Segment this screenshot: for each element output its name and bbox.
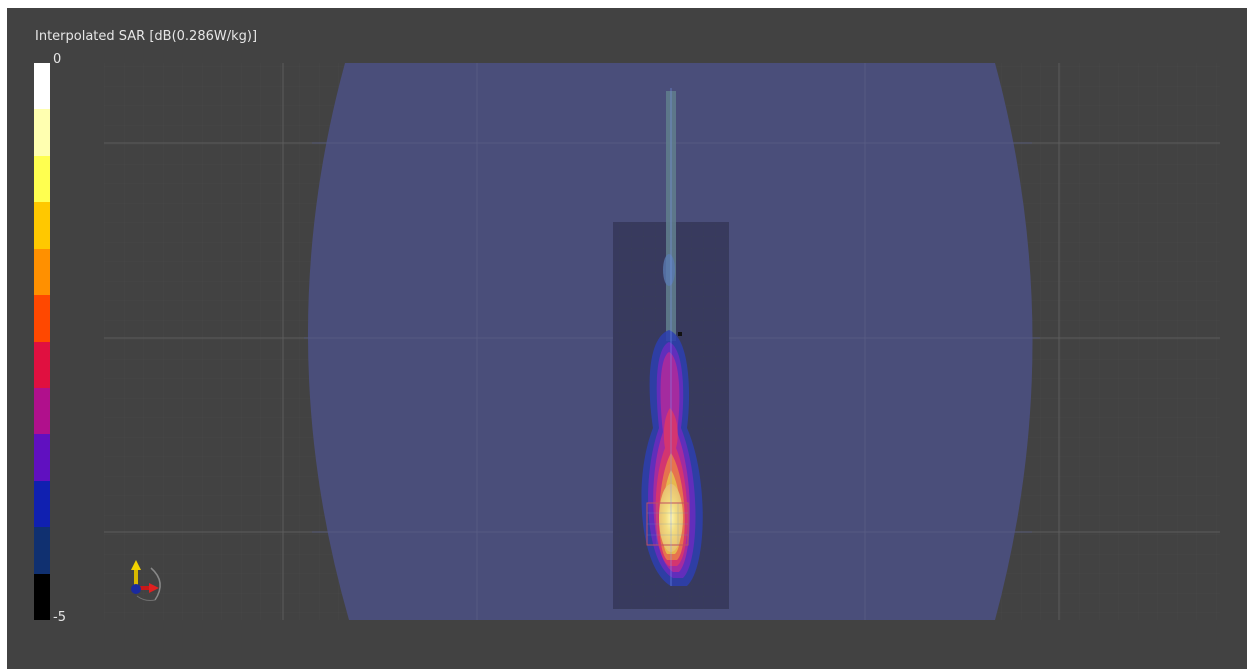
- colorbar-segment: [34, 295, 50, 342]
- 3d-viewport[interactable]: Interpolated SAR [dB(0.286W/kg)] 0 -5: [7, 8, 1247, 669]
- colorbar-segment: [34, 527, 50, 574]
- orientation-axes[interactable]: [125, 556, 169, 602]
- colorbar-title: Interpolated SAR [dB(0.286W/kg)]: [35, 29, 258, 44]
- antenna-feed-blob: [663, 254, 675, 286]
- colorbar-segment: [34, 202, 50, 249]
- small-marker: [678, 332, 682, 336]
- colorbar-min-label: -5: [53, 610, 66, 625]
- colorbar-segment: [34, 109, 50, 156]
- colorbar-segment: [34, 155, 50, 203]
- colorbar-segment: [34, 573, 50, 621]
- colorbar-segment: [34, 387, 50, 435]
- colorbar-segment: [34, 341, 50, 388]
- scene-canvas: [104, 63, 1220, 620]
- x-axis-arrow-icon: [136, 583, 159, 593]
- colorbar: [34, 63, 50, 621]
- colorbar-segment: [34, 434, 50, 481]
- colorbar-max-label: 0: [53, 52, 62, 67]
- y-axis-arrow-icon: [131, 560, 141, 588]
- colorbar-segment: [34, 480, 50, 528]
- colorbar-segment: [34, 248, 50, 296]
- z-axis-dot-icon: [131, 584, 141, 594]
- colorbar-segment: [34, 63, 50, 110]
